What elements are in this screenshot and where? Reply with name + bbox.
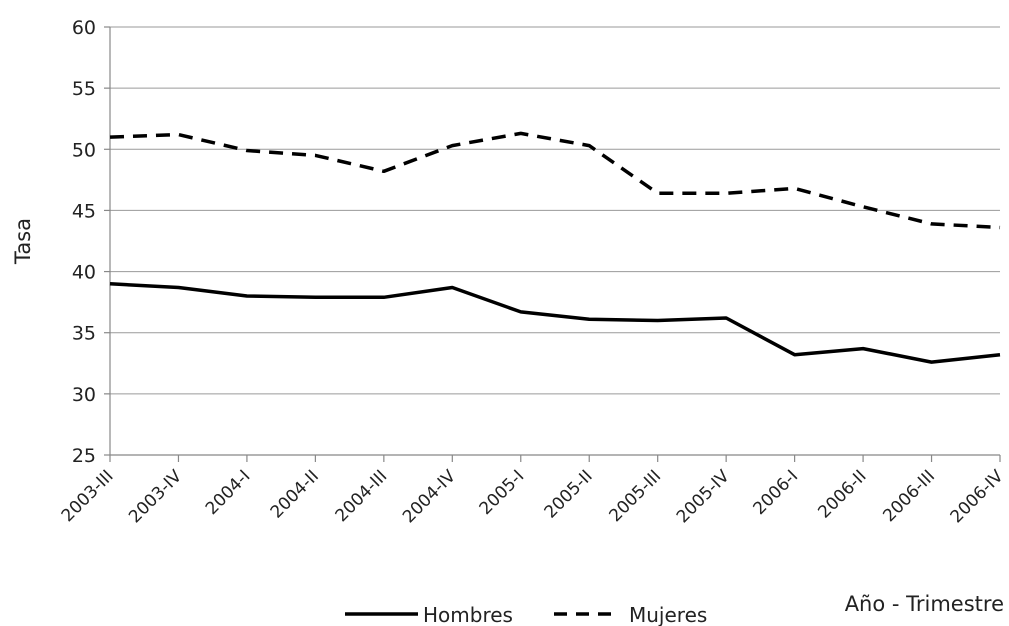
y-tick-label: 35: [72, 323, 96, 345]
y-tick-label: 40: [72, 262, 96, 284]
x-tick-label: 2006-II: [814, 466, 870, 522]
legend-label-hombres: Hombres: [423, 603, 513, 626]
x-tick-label: 2004-I: [202, 466, 255, 519]
legend: Hombres Mujeres: [345, 603, 707, 626]
y-axis-ticks: 25 30 35 40 45 50 55 60: [72, 17, 110, 467]
x-tick-label: 2004-II: [267, 466, 323, 522]
x-tick-label: 2004-IV: [399, 466, 460, 527]
x-axis-title: Año - Trimestre: [845, 592, 1004, 616]
legend-label-mujeres: Mujeres: [629, 603, 707, 626]
y-axis-title: Tasa: [11, 218, 35, 265]
x-tick-label: 2005-III: [606, 466, 666, 526]
x-tick-label: 2006-III: [879, 466, 939, 526]
y-tick-label: 25: [72, 445, 96, 467]
series-lines: [109, 131, 1001, 364]
y-tick-label: 45: [72, 200, 96, 222]
y-tick-label: 60: [72, 17, 96, 39]
y-tick-label: 55: [72, 78, 96, 100]
x-axis-ticks: 2003-III 2003-IV 2004-I 2004-II 2004-III 2004…: [58, 455, 1008, 527]
gridlines: [110, 26, 1000, 395]
y-tick-label: 30: [72, 384, 96, 406]
series-line-hombres: [109, 282, 1001, 364]
x-tick-label: 2005-II: [541, 466, 597, 522]
x-tick-label: 2005-IV: [673, 466, 734, 527]
x-tick-label: 2006-I: [750, 466, 803, 519]
x-tick-label: 2004-III: [332, 466, 392, 526]
series-line-mujeres: [109, 131, 1001, 230]
x-tick-label: 2006-IV: [947, 466, 1008, 527]
x-tick-label: 2003-III: [58, 466, 118, 526]
x-tick-label: 2003-IV: [125, 466, 186, 527]
x-tick-label: 2005-I: [476, 466, 529, 519]
y-tick-label: 50: [72, 139, 96, 161]
